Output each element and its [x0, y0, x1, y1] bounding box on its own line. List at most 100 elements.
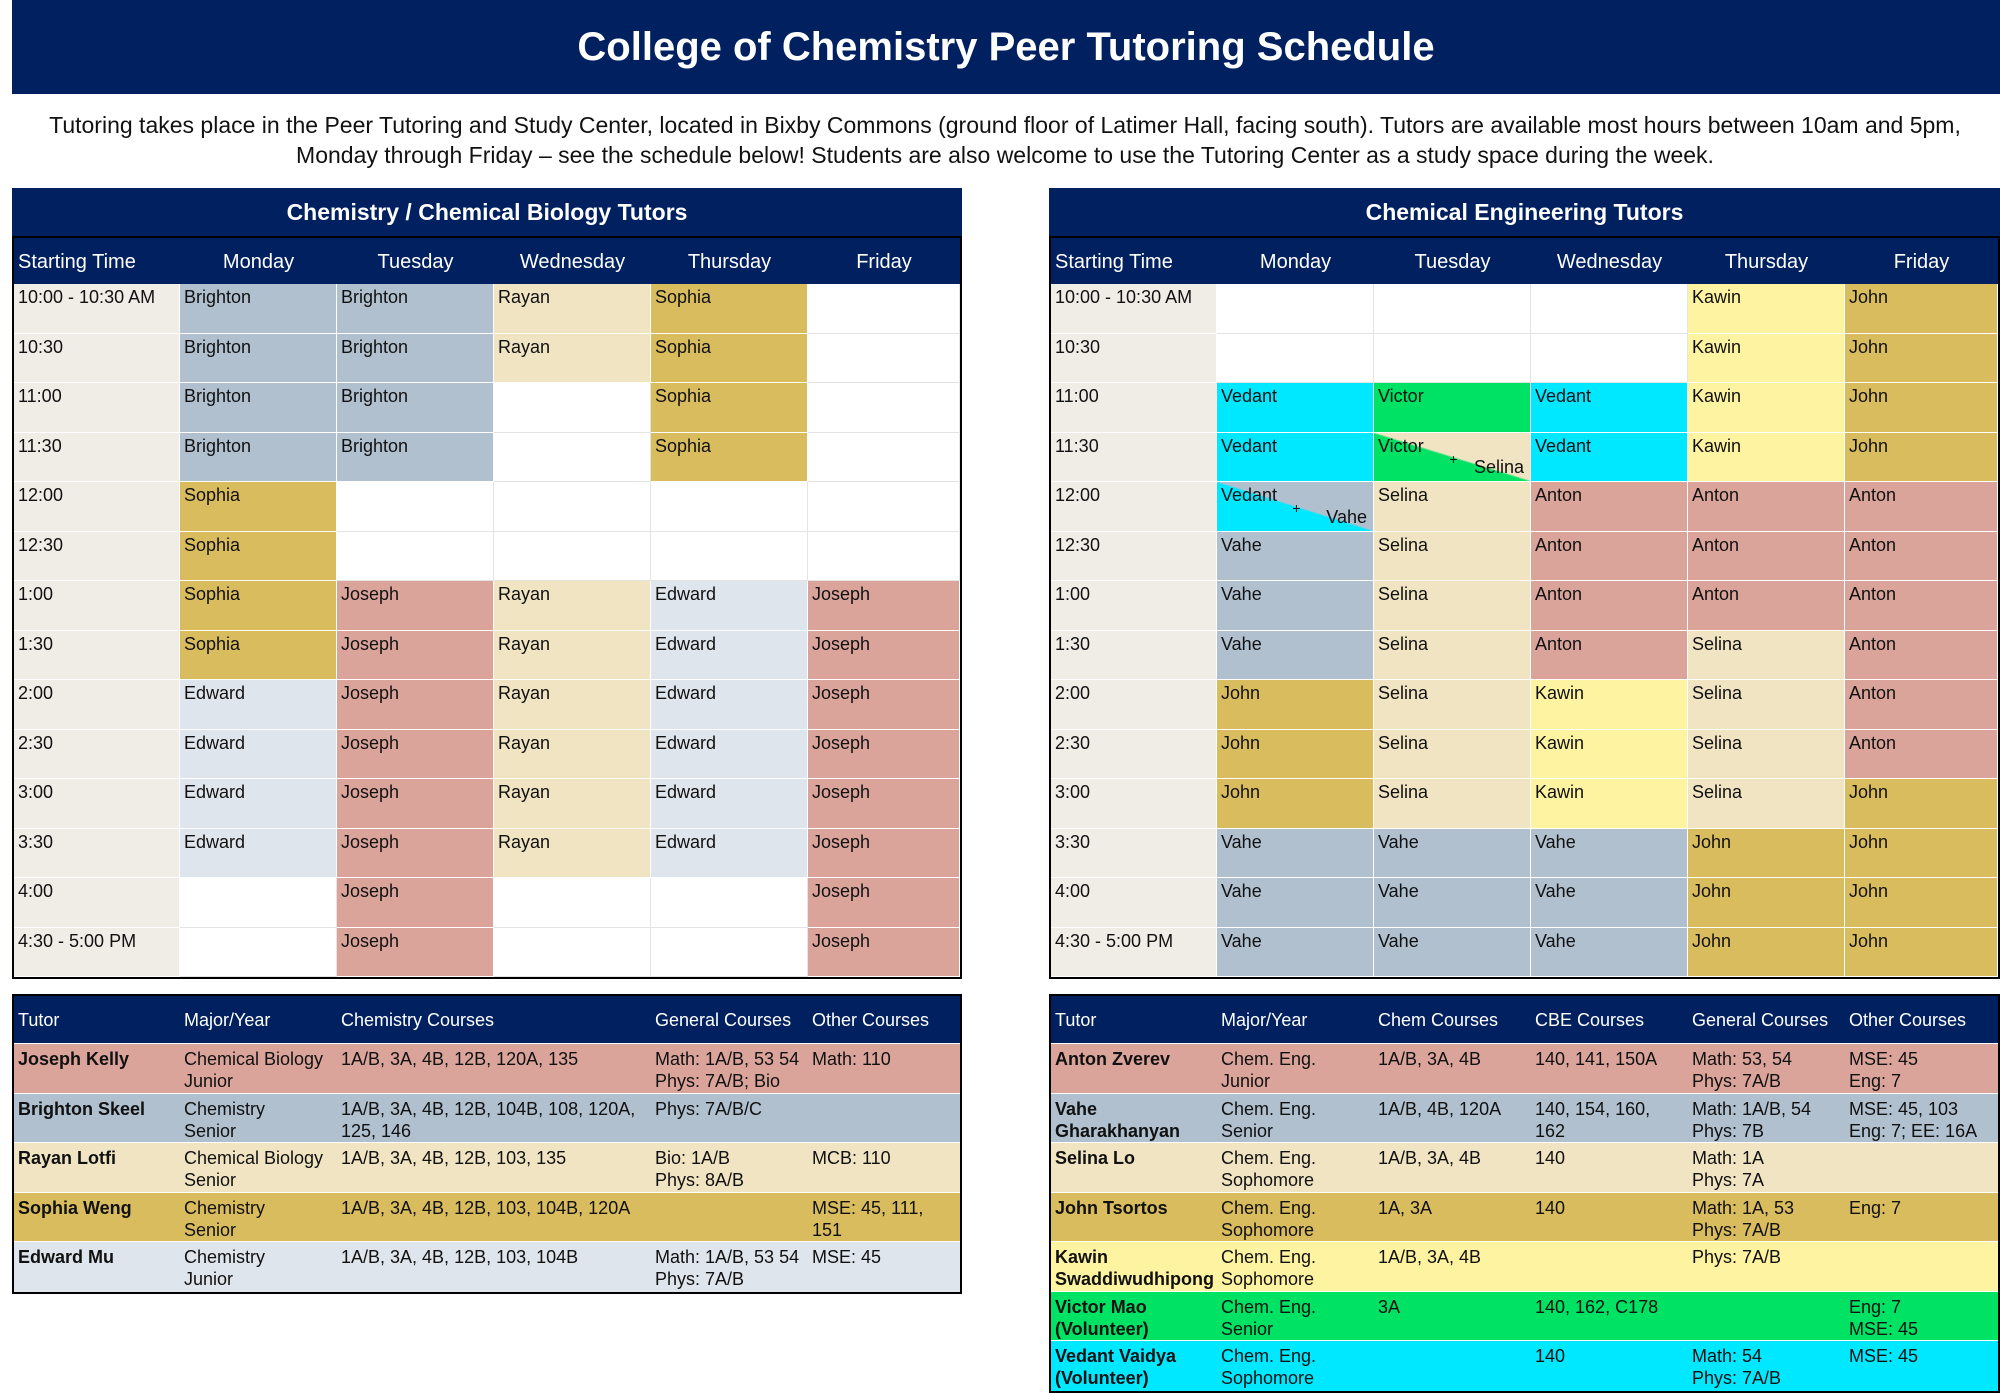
- chem-empty-slot: [337, 482, 494, 532]
- chem-legend-header: Chemistry Courses: [341, 1009, 495, 1030]
- chem-schedule-row: 3:30 Edward Joseph Rayan Edward Joseph: [14, 828, 960, 878]
- che-legend-header: CBE Courses: [1535, 1009, 1645, 1030]
- che-header-friday: Friday: [1845, 238, 1998, 284]
- che-tutor-slot: Selina: [1374, 630, 1531, 680]
- chem-tutor-slot: Joseph: [337, 878, 494, 928]
- che-legend-row: Vahe Gharakhanyan Chem. Eng. Senior 1A/B, …: [1051, 1093, 1998, 1143]
- che-time-label: 10:30: [1051, 333, 1217, 383]
- che-legend-row: Kawin Swaddiwudhipong Chem. Eng. Sophomor…: [1051, 1242, 1998, 1292]
- che-tutor-slot: Victor: [1374, 383, 1531, 433]
- chem-legend-courses: 1A/B, 3A, 4B, 12B, 104B, 108, 120A, 125,…: [341, 1098, 636, 1141]
- che-schedule-row: 12:00 Vedant + Vahe Selina Anton Anton Anton: [1051, 482, 1998, 532]
- chem-time-label: 10:00 - 10:30 AM: [14, 284, 180, 334]
- che-legend-major: Chem. Eng. Senior: [1221, 1098, 1317, 1141]
- che-schedule-row: 3:00 John Selina Kawin Selina John: [1051, 779, 1998, 829]
- chem-legend-other: MSE: 45, 111, 151: [812, 1197, 924, 1240]
- chem-tutor-slot: Rayan: [494, 828, 651, 878]
- chem-tutor-slot: Joseph: [337, 581, 494, 631]
- chem-legend-general: [651, 1193, 808, 1242]
- che-legend-header-row: Tutor Major/Year Chem Courses CBE Courses Ge…: [1051, 996, 1998, 1044]
- che-legend-other: Eng: 7: [1849, 1197, 1902, 1218]
- che-legend-chem: [1374, 1341, 1531, 1391]
- che-header-monday: Monday: [1217, 238, 1374, 284]
- chem-time-label: 4:30 - 5:00 PM: [14, 927, 180, 977]
- che-legend-row: Anton Zverev Chem. Eng. Junior 1A/B, 3A, 4…: [1051, 1044, 1998, 1094]
- chem-tutor-slot: Sophia: [651, 333, 808, 383]
- che-legend-cbe: 140, 162, C178: [1535, 1296, 1659, 1317]
- chem-schedule-row: 10:00 - 10:30 AM Brighton Brighton Rayan Sop…: [14, 284, 960, 334]
- che-legend-tutor: Vedant Vaidya (Volunteer): [1055, 1346, 1177, 1388]
- chem-tutor-slot: Joseph: [808, 878, 960, 928]
- chem-tutor-slot: Rayan: [494, 284, 651, 334]
- che-tutor-slot: John: [1845, 927, 1998, 977]
- chem-legend-general: Bio: 1A/B Phys: 8A/B: [655, 1148, 745, 1190]
- chem-empty-slot: [808, 383, 960, 433]
- che-split-plus: +: [1449, 450, 1458, 467]
- chem-empty-slot: [180, 927, 337, 977]
- chem-header-thursday: Thursday: [651, 238, 808, 284]
- che-time-label: 12:30: [1051, 531, 1217, 581]
- chem-schedule-row: 3:00 Edward Joseph Rayan Edward Joseph: [14, 779, 960, 829]
- che-legend-major: Chem. Eng. Sophomore: [1221, 1346, 1317, 1388]
- chem-time-label: 2:00: [14, 680, 180, 730]
- chem-header-monday: Monday: [180, 238, 337, 284]
- che-tutor-slot: Vahe: [1374, 878, 1531, 928]
- che-empty-slot: [1374, 284, 1531, 334]
- che-schedule-row: 2:30 John Selina Kawin Selina Anton: [1051, 729, 1998, 779]
- che-legend-other: Eng: 7 MSE: 45: [1849, 1296, 1919, 1339]
- che-tutor-slot: Anton: [1688, 581, 1845, 631]
- chem-schedule-row: 4:00 Joseph Joseph: [14, 878, 960, 928]
- che-legend-tutor: Kawin Swaddiwudhipong: [1055, 1247, 1214, 1289]
- che-schedule-row: 1:00 Vahe Selina Anton Anton Anton: [1051, 581, 1998, 631]
- che-tutor-slot: John: [1845, 828, 1998, 878]
- che-tutor-slot: Anton: [1845, 482, 1998, 532]
- che-schedule-row: 2:00 John Selina Kawin Selina Anton: [1051, 680, 1998, 730]
- che-tutor-slot: Vahe: [1374, 927, 1531, 977]
- che-legend-major: Chem. Eng. Junior: [1221, 1049, 1317, 1091]
- chem-legend-row: Joseph Kelly Chemical Biology Junior 1A/B,…: [14, 1044, 960, 1094]
- chem-empty-slot: [337, 531, 494, 581]
- che-schedule-panel: Chemical Engineering Tutors Starting Tim…: [1049, 188, 2000, 979]
- che-empty-slot: [1531, 284, 1688, 334]
- chem-tutor-slot: Rayan: [494, 581, 651, 631]
- che-legend-cbe: 140: [1535, 1346, 1566, 1366]
- chem-time-label: 4:00: [14, 878, 180, 928]
- che-legend-general: Math: 1A Phys: 7A: [1692, 1148, 1765, 1190]
- chem-time-label: 11:30: [14, 432, 180, 482]
- che-time-label: 4:00: [1051, 878, 1217, 928]
- che-schedule-row: 10:00 - 10:30 AM Kawin John: [1051, 284, 1998, 334]
- che-schedule-row: 3:30 Vahe Vahe Vahe John John: [1051, 828, 1998, 878]
- che-legend-chem: 1A/B, 3A, 4B: [1378, 1247, 1482, 1267]
- che-legend-chem: 1A/B, 3A, 4B: [1378, 1148, 1482, 1168]
- che-empty-slot: [1217, 284, 1374, 334]
- chem-schedule-row: 1:00 Sophia Joseph Rayan Edward Joseph: [14, 581, 960, 631]
- chem-schedule-panel: Chemistry / Chemical Biology Tutors Star…: [12, 188, 962, 979]
- chem-empty-slot: [808, 432, 960, 482]
- chem-header-wednesday: Wednesday: [494, 238, 651, 284]
- chem-empty-slot: [651, 531, 808, 581]
- che-tutor-slot: Selina: [1374, 581, 1531, 631]
- chem-tutor-legend: Tutor Major/Year Chemistry Courses General …: [12, 994, 962, 1294]
- che-tutor-slot: Vahe: [1217, 531, 1374, 581]
- che-tutor-slot: Vahe: [1217, 581, 1374, 631]
- chem-tutor-slot: Joseph: [337, 927, 494, 977]
- che-time-label: 3:30: [1051, 828, 1217, 878]
- che-split-slot: Victor + Selina: [1374, 432, 1531, 482]
- chem-empty-slot: [808, 531, 960, 581]
- chem-tutor-slot: Rayan: [494, 779, 651, 829]
- chem-empty-slot: [808, 482, 960, 532]
- che-tutor-slot-second: Selina: [1473, 457, 1524, 477]
- che-time-label: 3:00: [1051, 779, 1217, 829]
- chem-tutor-slot: Sophia: [651, 432, 808, 482]
- che-tutor-slot: John: [1217, 680, 1374, 730]
- che-legend-row: John Tsortos Chem. Eng. Sophomore 1A, 3A 14…: [1051, 1192, 1998, 1242]
- chem-legend-header: General Courses: [655, 1009, 792, 1030]
- che-header-starting-time: Starting Time: [1051, 238, 1217, 284]
- chem-empty-slot: [494, 383, 651, 433]
- che-legend-header: Tutor: [1055, 1009, 1097, 1030]
- chem-empty-slot: [494, 432, 651, 482]
- che-legend-other: MSE: 45: [1849, 1346, 1919, 1366]
- che-grid-header-row: Starting Time Monday Tuesday Wednesday Thurs…: [1051, 236, 1998, 284]
- che-legend-header: Major/Year: [1221, 1009, 1308, 1030]
- che-legend-general: Math: 1A/B, 54 Phys: 7B: [1692, 1098, 1812, 1141]
